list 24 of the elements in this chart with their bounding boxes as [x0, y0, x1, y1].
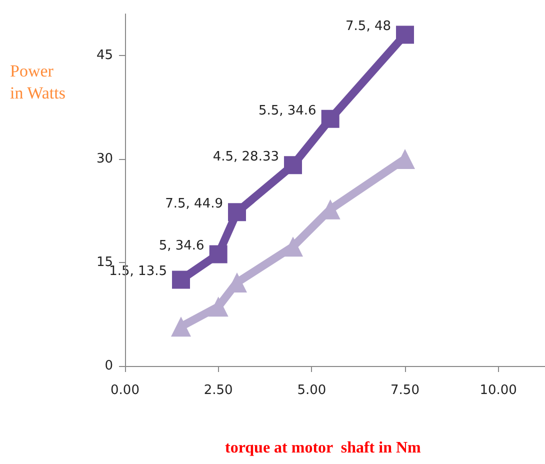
- point: [209, 245, 228, 264]
- x-tick-label: 2.50: [204, 383, 233, 398]
- y-tick-label: 0: [104, 358, 113, 374]
- point: [283, 236, 303, 257]
- point: [321, 110, 340, 128]
- point: [172, 270, 190, 289]
- annotation: 7.5, 44.9: [165, 196, 223, 212]
- x-tick-label: 7.50: [390, 383, 420, 398]
- point: [284, 156, 302, 174]
- annotation: 5, 34.6: [158, 238, 204, 254]
- point: [228, 203, 246, 222]
- point: [208, 296, 228, 317]
- annotation: 7.5, 48: [346, 19, 391, 34]
- x-tick-label: 0.00: [110, 383, 140, 398]
- point: [171, 316, 191, 337]
- point: [396, 26, 414, 44]
- annotation: 4.5, 28.33: [212, 150, 279, 165]
- y-axis-title: Power in Watts: [10, 62, 66, 102]
- annotation: 5.5, 34.6: [258, 103, 316, 118]
- x-tick-label: 5.00: [297, 383, 326, 398]
- y-tick-label: 45: [96, 48, 113, 63]
- y-tick-label: 30: [96, 151, 113, 166]
- x-axis-title: torque at motor shaft in Nm: [225, 440, 422, 456]
- x-tick-label: 10.00: [480, 383, 517, 398]
